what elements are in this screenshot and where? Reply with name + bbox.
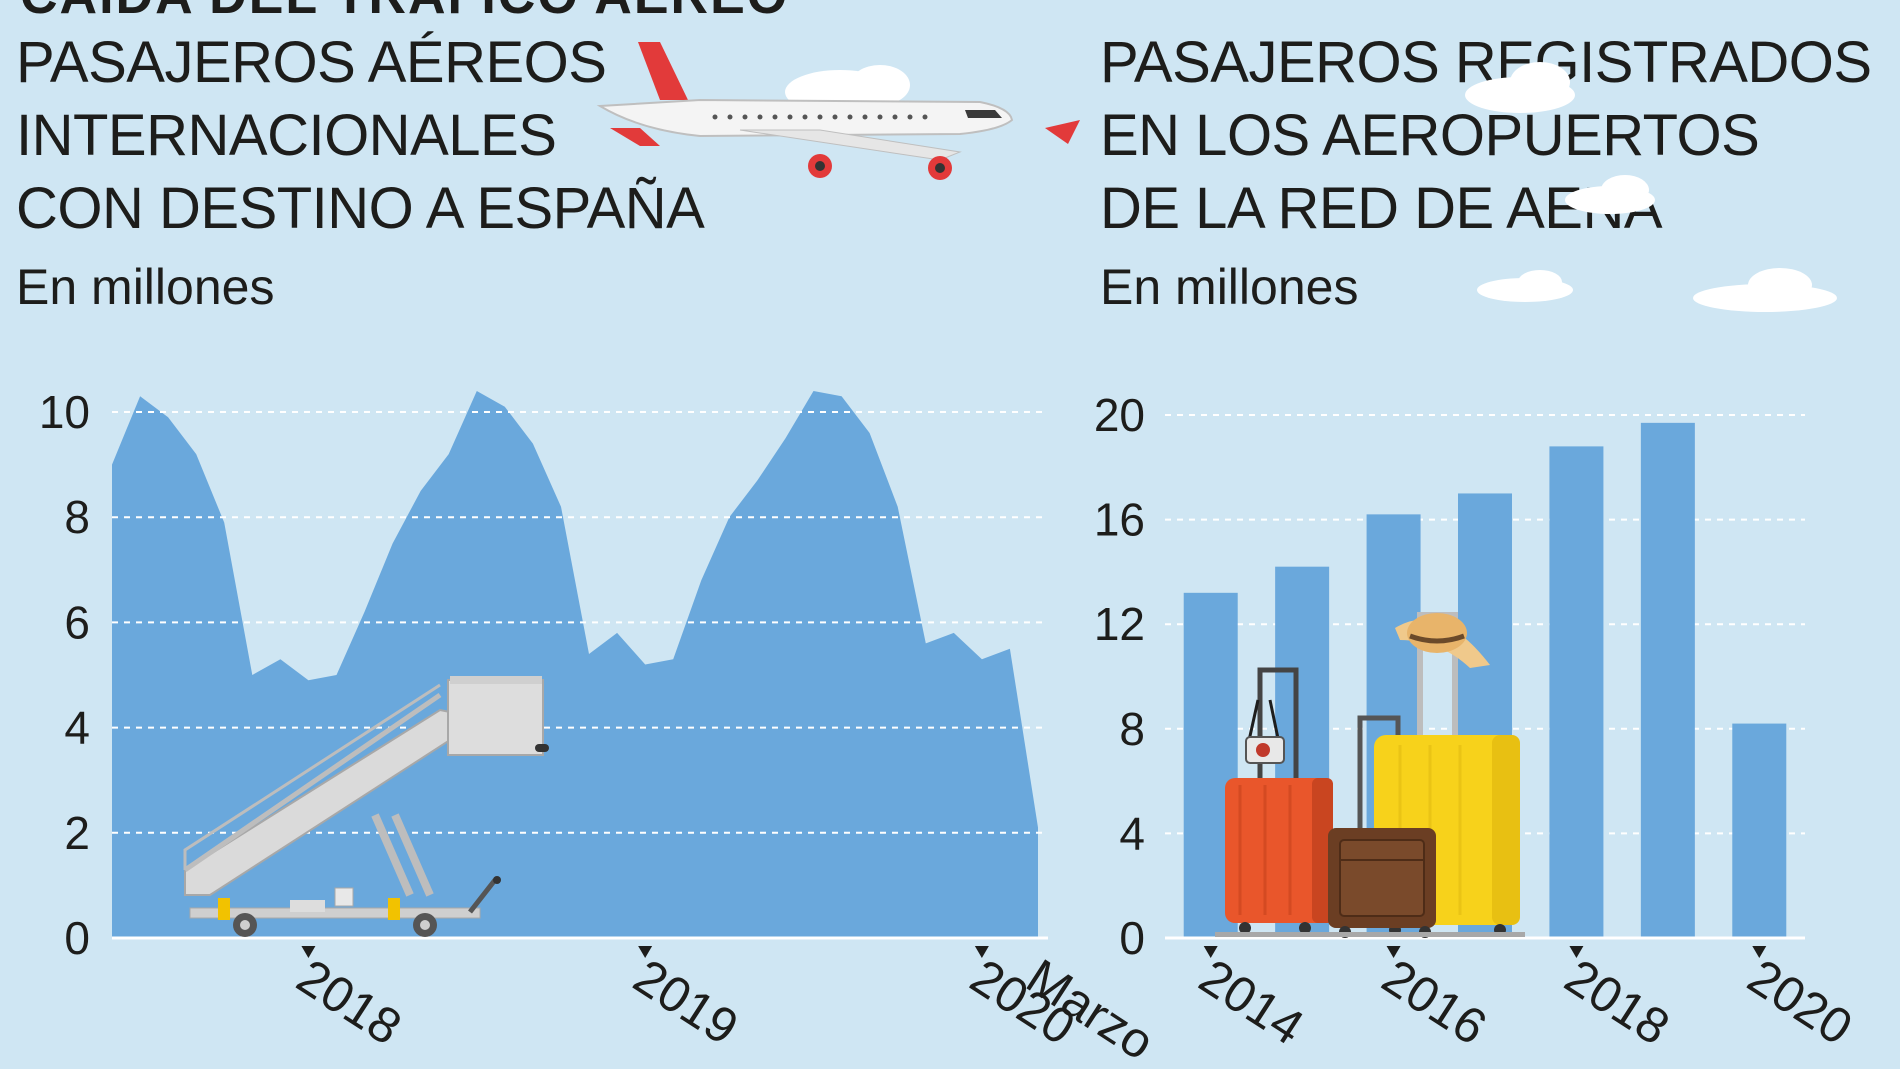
airplane-icon — [596, 42, 1080, 180]
y-tick-label: 2 — [64, 807, 90, 859]
right-title-line-3: DE LA RED DE AENA — [1100, 176, 1663, 241]
y-tick-label: 6 — [64, 596, 90, 648]
y-tick-label: 8 — [64, 491, 90, 543]
y-tick-label: 0 — [64, 912, 90, 964]
cloud-icon — [1477, 270, 1573, 302]
tick-marker — [638, 946, 653, 958]
x-tick-label: 2019 — [624, 948, 748, 1056]
cloud-icon — [1565, 175, 1655, 214]
right-panel-title: PASAJEROS REGISTRADOS EN LOS AEROPUERTOS… — [1100, 26, 1872, 245]
x-tick-label: 2020 — [1738, 948, 1862, 1056]
left-title-line-1: PASAJEROS AÉREOS — [16, 30, 607, 95]
left-panel-subtitle: En millones — [16, 259, 275, 315]
y-tick-label: 16 — [1094, 494, 1145, 546]
y-tick-label: 12 — [1094, 598, 1145, 650]
x-tick-label: Marzo — [1017, 948, 1164, 1069]
tick-marker — [1203, 946, 1218, 958]
left-title-line-2: INTERNACIONALES — [16, 103, 557, 168]
bar-2018 — [1549, 446, 1604, 938]
y-tick-label: 4 — [1119, 807, 1145, 859]
y-tick-label: 0 — [1119, 912, 1145, 964]
x-tick-label: 2018 — [1555, 948, 1679, 1056]
boarding-stairs-icon — [183, 676, 549, 937]
tick-marker — [1386, 946, 1401, 958]
x-tick-label: 2018 — [287, 948, 411, 1056]
left-panel-title: PASAJEROS AÉREOS INTERNACIONALES CON DES… — [16, 26, 705, 245]
y-tick-label: 20 — [1094, 389, 1145, 441]
headline: CAÍDA DEL TRÁFICO AÉREO — [20, 0, 789, 26]
right-panel-subtitle: En millones — [1100, 259, 1359, 315]
tick-marker — [301, 946, 316, 958]
y-tick-label: 10 — [39, 386, 90, 438]
tick-marker — [1569, 946, 1584, 958]
left-title-line-3: CON DESTINO A ESPAÑA — [16, 176, 705, 241]
x-tick-label: 2014 — [1190, 948, 1314, 1056]
right-bar-chart: 0 4 8 12 16 20 2014 2016 2018 2020 — [1094, 389, 1862, 1056]
cloud-icon — [1693, 268, 1837, 312]
x-tick-label: 2016 — [1373, 948, 1497, 1056]
bar-2020 — [1732, 723, 1787, 938]
tick-marker — [974, 946, 989, 958]
bar-2019 — [1640, 422, 1695, 939]
y-tick-label: 8 — [1119, 703, 1145, 755]
tick-marker — [1752, 946, 1767, 958]
cloud-icon — [1465, 62, 1575, 113]
y-tick-label: 4 — [64, 702, 90, 754]
right-title-line-2: EN LOS AEROPUERTOS — [1100, 103, 1760, 168]
suitcases-icon — [1215, 612, 1525, 938]
